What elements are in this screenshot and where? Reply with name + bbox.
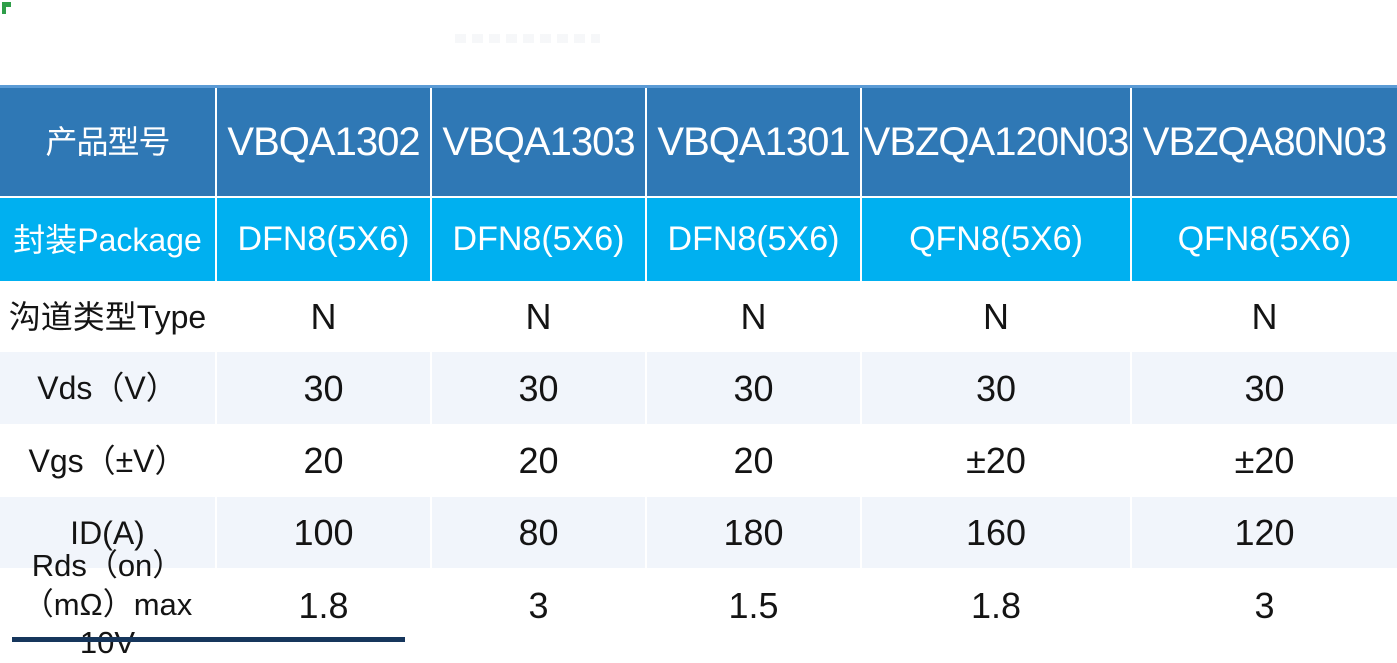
cell-id: 160 [860,497,1130,568]
row-label-channel-type: 沟道类型Type [0,281,215,352]
next-section-edge [12,637,405,642]
cell-id: 180 [645,497,860,568]
cell-vds: 30 [215,352,430,424]
cell-vgs: ±20 [1130,424,1397,497]
cell-channel-type: N [215,281,430,352]
cell-id: 80 [430,497,645,568]
cell-rds-on: 1.5 [645,568,860,642]
product-spec-table: 产品型号 VBQA1302 VBQA1303 VBQA1301 VBZQA120… [0,85,1397,660]
cell-rds-on: 1.8 [860,568,1130,642]
header-cell-model: VBQA1302 [215,88,430,198]
cell-vgs: 20 [215,424,430,497]
cell-package: DFN8(5X6) [430,198,645,281]
cell-channel-type: N [1130,281,1397,352]
cell-package: DFN8(5X6) [645,198,860,281]
header-cell-model: VBZQA120N03 [860,88,1130,198]
cell-vgs: 20 [430,424,645,497]
cell-vds: 30 [645,352,860,424]
corner-artifact [2,2,11,14]
row-label-vgs: Vgs（±V） [0,424,215,497]
cell-id: 120 [1130,497,1397,568]
cell-rds-on: 3 [430,568,645,642]
cell-vds: 30 [860,352,1130,424]
cell-package: DFN8(5X6) [215,198,430,281]
header-cell-model: VBQA1303 [430,88,645,198]
header-cell-model: VBZQA80N03 [1130,88,1397,198]
header-cell-product-model: 产品型号 [0,88,215,198]
cell-vgs: ±20 [860,424,1130,497]
cell-vds: 30 [1130,352,1397,424]
cell-channel-type: N [430,281,645,352]
cell-vds: 30 [430,352,645,424]
cell-package: QFN8(5X6) [860,198,1130,281]
row-label-id: ID(A) [0,497,215,568]
row-label-rds-on: Rds（on）（mΩ）max 10V [0,548,215,660]
cell-package: QFN8(5X6) [1130,198,1397,281]
cell-channel-type: N [645,281,860,352]
row-label-vds: Vds（V） [0,352,215,424]
cell-channel-type: N [860,281,1130,352]
header-cell-model: VBQA1301 [645,88,860,198]
row-label-package: 封装Package [0,198,215,281]
cell-id: 100 [215,497,430,568]
cell-vgs: 20 [645,424,860,497]
cell-rds-on: 3 [1130,568,1397,642]
faint-watermark [455,34,600,43]
cell-rds-on: 1.8 [215,568,430,642]
